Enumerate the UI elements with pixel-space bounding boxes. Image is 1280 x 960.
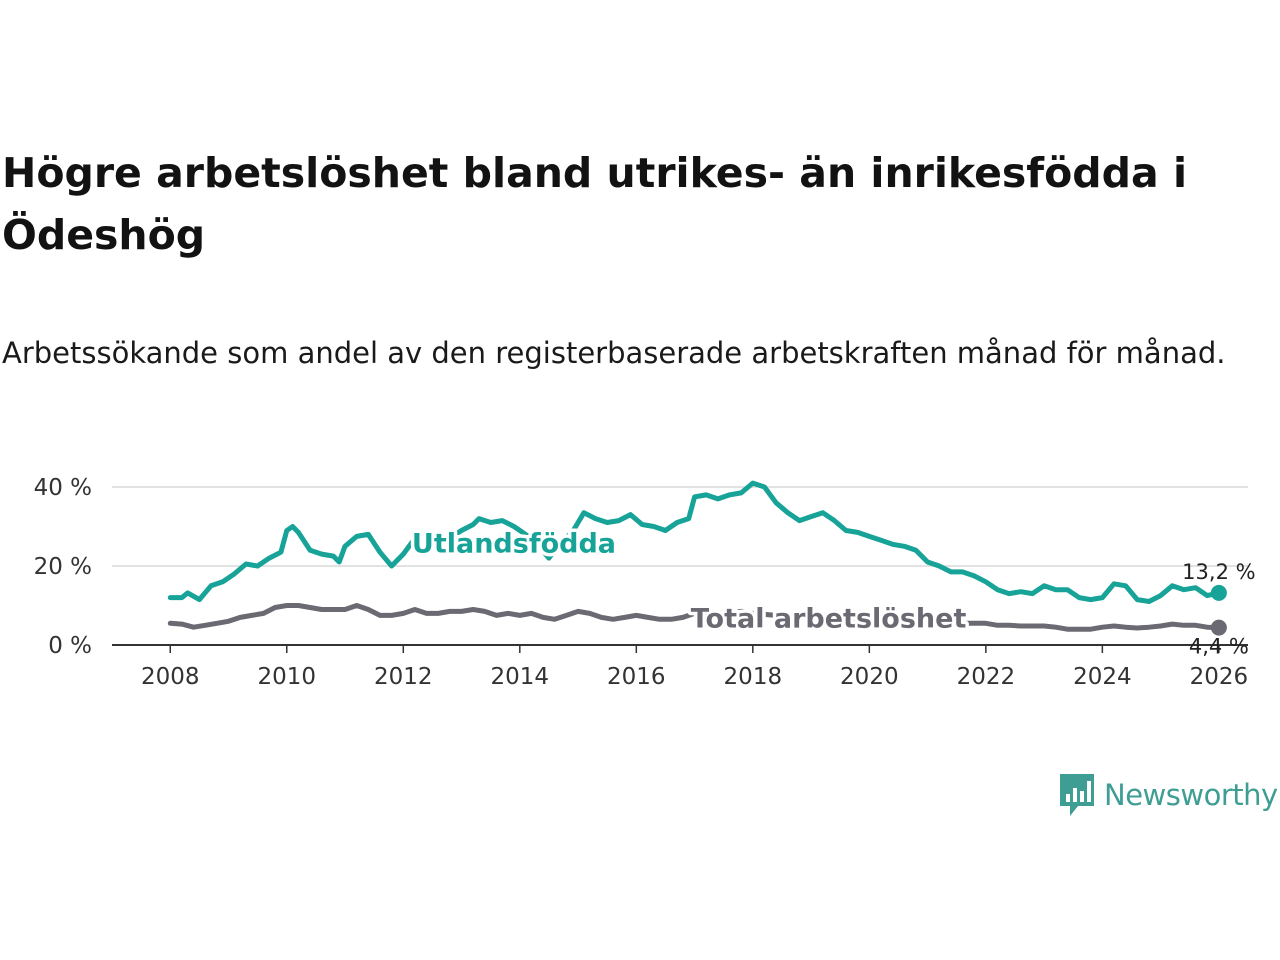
y-tick-label: 0 % [48, 633, 92, 659]
series-end-point-1 [1210, 619, 1227, 636]
x-tick-label: 2016 [607, 664, 666, 690]
newsworthy-logo: Newsworthy [1058, 772, 1278, 818]
series-name-label-0: Utlandsfödda [412, 528, 616, 559]
x-tick-label: 2018 [724, 664, 783, 690]
series-line-1 [167, 603, 1222, 632]
x-tick-label: 2010 [257, 664, 316, 690]
x-tick-label: 2026 [1190, 664, 1249, 690]
x-tick-label: 2012 [374, 664, 433, 690]
x-tick-label: 2022 [957, 664, 1016, 690]
series-line-0 [167, 480, 1222, 604]
series-end-label-1: 4,4 % [1189, 635, 1249, 659]
x-axis: 2008 2010 2012 2014 2016 2018 2020 2022 2024 2026 [112, 644, 1249, 690]
newsworthy-logo-icon [1060, 774, 1094, 816]
line-chart: 0 % 20 % 40 % 2008 2010 2012 2014 2016 2018 2020… [34, 475, 1256, 690]
y-tick-label: 40 % [34, 475, 92, 501]
x-tick-label: 2008 [141, 664, 200, 690]
x-tick-label: 2014 [491, 664, 550, 690]
series-labels: 13,2 % 4,4 % Utlandsfödda Total arbetslöshe… [408, 525, 1255, 659]
y-tick-label: 20 % [34, 554, 92, 580]
chart-subtitle: Arbetssökande som andel av den registerb… [2, 336, 1226, 370]
brand-name: Newsworthy [1104, 778, 1278, 812]
series-end-point-0 [1210, 584, 1227, 601]
series-end-label-0: 13,2 % [1182, 560, 1255, 584]
x-tick-label: 2024 [1073, 664, 1132, 690]
chart-title: Högre arbetslöshet bland utrikes- än inr… [2, 149, 1187, 259]
series-lines [167, 480, 1227, 636]
gridlines: 0 % 20 % 40 % [34, 475, 1248, 659]
x-tick-label: 2020 [840, 664, 899, 690]
series-name-label-1: Total arbetslöshet [691, 603, 967, 634]
